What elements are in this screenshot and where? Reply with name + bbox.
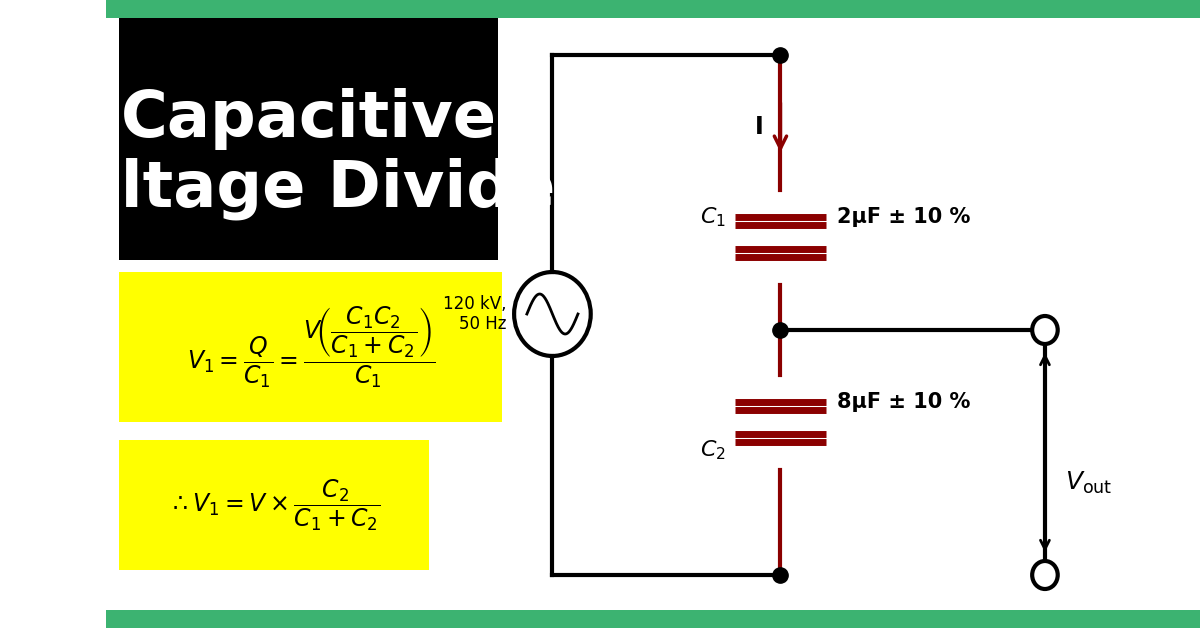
Text: $V_1 = \dfrac{Q}{C_1} = \dfrac{V\!\left(\dfrac{C_1 C_2}{C_1 + C_2}\right)}{C_1}$: $V_1 = \dfrac{Q}{C_1} = \dfrac{V\!\left(… (186, 305, 434, 390)
Text: Capacitive: Capacitive (120, 88, 497, 150)
Bar (106, 0, 1200, 18)
Circle shape (1032, 561, 1057, 589)
Circle shape (1032, 316, 1057, 344)
Text: 2μF ± 10 %: 2μF ± 10 % (836, 207, 971, 227)
Text: $\therefore V_1 = V \times \dfrac{C_2}{C_1 + C_2}$: $\therefore V_1 = V \times \dfrac{C_2}{C… (168, 477, 380, 533)
Text: 8μF ± 10 %: 8μF ± 10 % (836, 392, 971, 412)
Text: $C_1$: $C_1$ (700, 205, 726, 229)
Text: Voltage Divider: Voltage Divider (30, 158, 587, 220)
Bar (106, 610, 1200, 628)
Bar (119, 440, 430, 570)
Text: I: I (755, 115, 764, 139)
Text: $C_2$: $C_2$ (700, 438, 726, 462)
Bar (119, 272, 503, 422)
Text: 120 kV,
50 Hz: 120 kV, 50 Hz (443, 295, 506, 333)
Bar (119, 18, 498, 260)
Text: $V_{\mathrm{out}}$: $V_{\mathrm{out}}$ (1066, 469, 1112, 495)
